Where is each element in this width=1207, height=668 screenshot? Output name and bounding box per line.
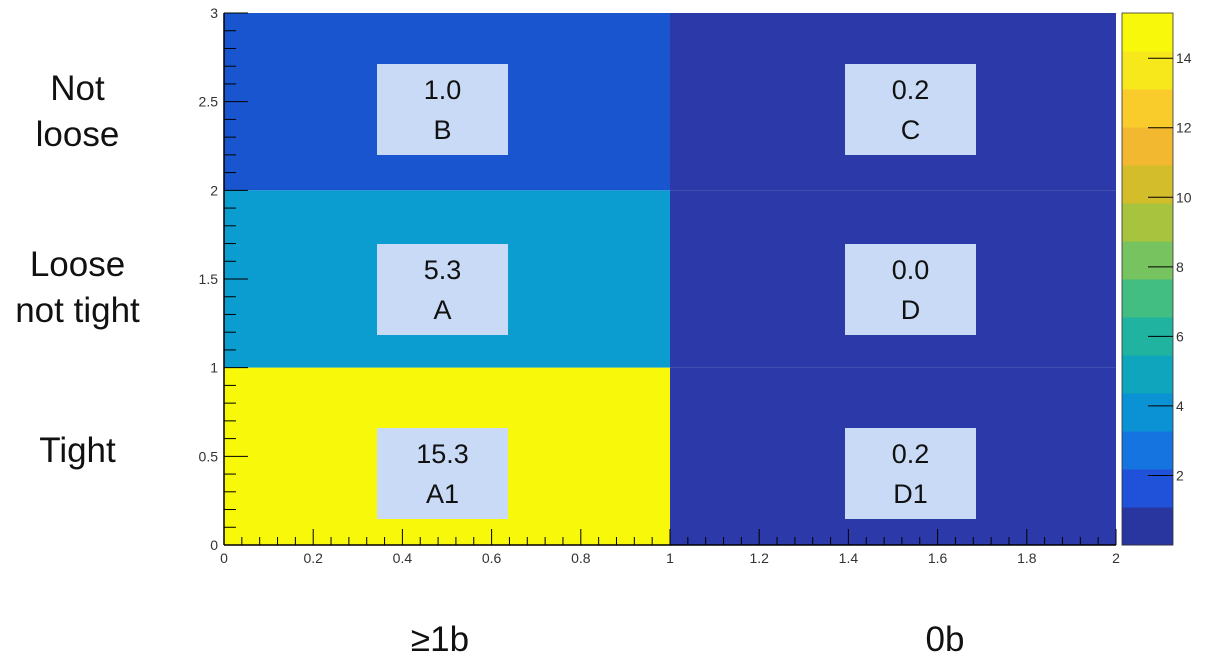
cell-box-a1: 15.3 A1 <box>377 428 508 519</box>
cell-region-d1: D1 <box>893 479 928 509</box>
colorbar-segment <box>1122 279 1173 318</box>
colorbar-tick-label: 6 <box>1176 328 1184 344</box>
colorbar-segment <box>1122 203 1173 242</box>
colorbar-segment <box>1122 89 1173 128</box>
cell-box-c: 0.2 C <box>845 64 976 155</box>
colorbar-tick-label: 14 <box>1176 50 1192 66</box>
colorbar-frame <box>1121 12 1174 546</box>
x-tick-label: 2 <box>1112 550 1120 566</box>
row-label-not-loose: Not loose <box>0 66 155 158</box>
y-tick-label: 1.5 <box>199 271 219 287</box>
row-label-not-loose-line2: loose <box>35 115 120 154</box>
x-tick-label: 1.8 <box>1017 550 1037 566</box>
colorbar-segment <box>1122 241 1173 280</box>
y-tick-label: 2.5 <box>199 94 219 110</box>
y-tick-label: 3 <box>210 5 218 21</box>
x-tick-label: 0 <box>220 550 228 566</box>
row-label-tight: Tight <box>0 428 155 474</box>
cell-value-a: 5.3 <box>423 255 462 285</box>
colorbar-segment <box>1122 469 1173 508</box>
colorbar-tick-label: 12 <box>1176 120 1192 136</box>
x-tick-label: 0.6 <box>482 550 502 566</box>
cell-value-a1: 15.3 <box>416 439 469 469</box>
x-tick-label: 0.2 <box>303 550 323 566</box>
column-label-ge1b: ≥1b <box>410 620 470 659</box>
y-tick-label: 0.5 <box>199 448 219 464</box>
colorbar-segment <box>1122 393 1173 432</box>
cell-box-b: 1.0 B <box>377 64 508 155</box>
cell-value-b: 1.0 <box>423 75 462 105</box>
cell-box-a: 5.3 A <box>377 244 508 335</box>
row-label-loose-not-tight-line2: not tight <box>15 291 140 330</box>
row-label-tight-line1: Tight <box>39 431 116 470</box>
colorbar-tick-label: 4 <box>1176 398 1184 414</box>
x-tick-label: 1 <box>666 550 674 566</box>
x-tick-label: 1.4 <box>839 550 859 566</box>
row-label-loose-not-tight-line1: Loose <box>29 245 126 284</box>
row-label-not-loose-line1: Not <box>50 69 105 108</box>
cell-region-a1: A1 <box>425 479 460 509</box>
cell-value-d1: 0.2 <box>891 439 930 469</box>
cell-region-a: A <box>433 295 452 325</box>
colorbar-tick-label: 2 <box>1176 467 1184 483</box>
colorbar-segment <box>1122 431 1173 470</box>
cell-region-c: C <box>900 115 921 145</box>
column-label-0b: 0b <box>925 620 965 659</box>
y-tick-label: 1 <box>210 360 218 376</box>
x-tick-label: 1.2 <box>749 550 769 566</box>
x-tick-label: 1.6 <box>928 550 948 566</box>
colorbar-tick-label: 8 <box>1176 259 1184 275</box>
colorbar-segment <box>1122 507 1173 546</box>
cell-region-b: B <box>433 115 452 145</box>
x-tick-label: 0.4 <box>393 550 413 566</box>
colorbar-segment <box>1122 13 1173 52</box>
cell-region-d: D <box>900 295 921 325</box>
colorbar-segment <box>1122 355 1173 394</box>
colorbar-segment <box>1122 51 1173 90</box>
cell-value-d: 0.0 <box>891 255 930 285</box>
cell-box-d: 0.0 D <box>845 244 976 335</box>
cell-value-c: 0.2 <box>891 75 930 105</box>
row-label-loose-not-tight: Loose not tight <box>0 242 155 334</box>
colorbar-tick-label: 10 <box>1176 189 1192 205</box>
cell-box-d1: 0.2 D1 <box>845 428 976 519</box>
y-tick-label: 0 <box>210 537 218 553</box>
y-tick-label: 2 <box>210 182 218 198</box>
x-tick-label: 0.8 <box>571 550 591 566</box>
colorbar-segment <box>1122 127 1173 166</box>
